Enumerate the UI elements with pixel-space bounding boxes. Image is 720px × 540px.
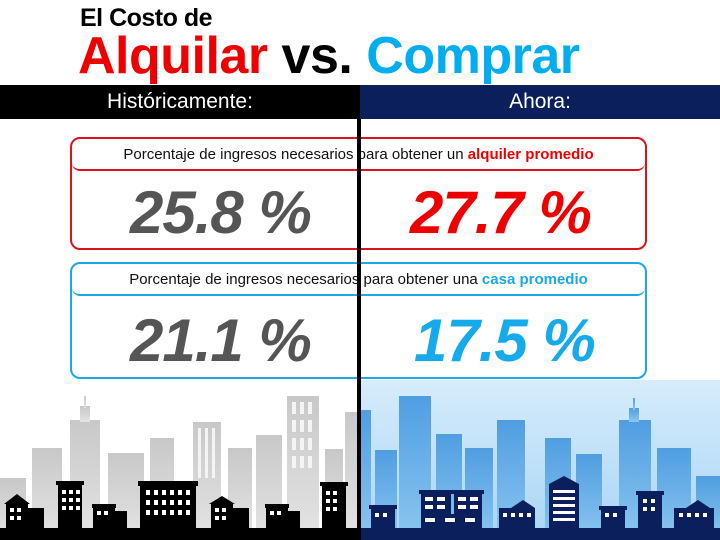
title-rent-word: Alquilar xyxy=(78,27,268,85)
title-line-1: El Costo de xyxy=(80,4,213,32)
buy-card-caption: Porcentaje de ingresos necesarios para o… xyxy=(72,264,645,296)
rent-caption-text: Porcentaje de ingresos necesarios para o… xyxy=(123,145,468,163)
grayscale-city-skyline-illustration xyxy=(0,396,359,540)
rent-historical-value: 25.8 % xyxy=(130,179,312,246)
current-label: Ahora: xyxy=(509,90,571,113)
buy-caption-highlight: casa promedio xyxy=(481,270,588,288)
historical-column-header: Históricamente: xyxy=(0,85,360,119)
current-column-header: Ahora: xyxy=(360,85,720,119)
main-title: Alquilar vs. Comprar xyxy=(78,28,580,84)
title-buy-word: Comprar xyxy=(366,27,580,85)
buy-current-value: 17.5 % xyxy=(414,307,596,374)
rent-caption-highlight: alquiler promedio xyxy=(467,145,594,163)
column-divider xyxy=(357,119,361,540)
blue-city-skyline-illustration xyxy=(361,380,720,540)
buy-historical-value: 21.1 % xyxy=(130,307,312,374)
buy-caption-text: Porcentaje de ingresos necesarios para o… xyxy=(129,270,482,288)
historical-label: Históricamente: xyxy=(107,90,253,113)
rent-current-value: 27.7 % xyxy=(410,179,592,246)
title-vs-word: vs. xyxy=(281,27,353,85)
